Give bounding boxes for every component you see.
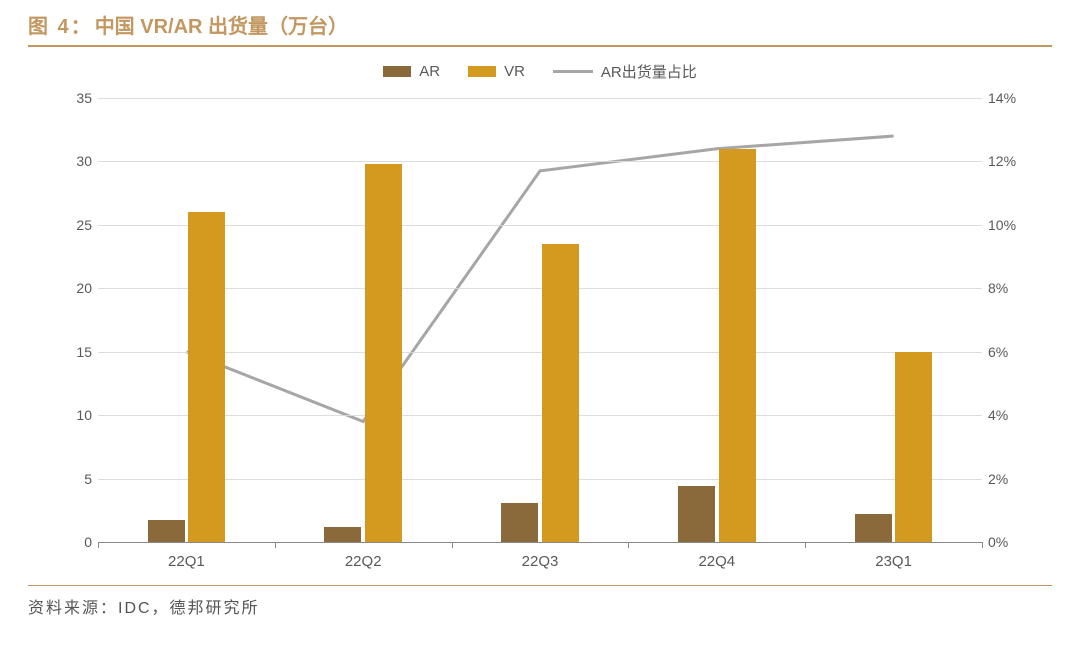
- source-row: 资料来源：IDC，德邦研究所: [28, 585, 1052, 618]
- gridline: [98, 352, 982, 353]
- x-tick-label: 22Q3: [522, 553, 559, 570]
- y-left-tick: 5: [48, 471, 92, 487]
- y-right-tick: 8%: [988, 280, 1036, 296]
- legend-label-line: AR出货量占比: [601, 61, 697, 82]
- x-tick-label: 23Q1: [875, 553, 912, 570]
- legend-label-ar: AR: [419, 63, 440, 80]
- bar-vr: [188, 212, 225, 542]
- y-left-tick: 20: [48, 280, 92, 296]
- legend-swatch-line: [553, 70, 593, 73]
- gridline: [98, 225, 982, 226]
- chart: 0 5 10 15 20 25 30 35 0% 2% 4% 6% 8% 10% 12% 14% 22Q1 22Q…: [36, 88, 1044, 583]
- bar-vr: [719, 149, 756, 542]
- bar-vr: [895, 352, 932, 542]
- bar-ar: [148, 520, 185, 542]
- plot-area: 051015202530350%2%4%6%8%10%12%14%22Q122Q…: [98, 98, 982, 543]
- y-left-tick: 15: [48, 344, 92, 360]
- bar-ar: [324, 527, 361, 542]
- x-tick: [98, 542, 99, 548]
- bar-ar: [855, 514, 892, 542]
- figure-title-row: 图 4： 中国 VR/AR 出货量（万台）: [28, 10, 1052, 47]
- bar-ar: [501, 503, 538, 542]
- gridline: [98, 98, 982, 99]
- y-left-tick: 25: [48, 217, 92, 233]
- legend-swatch-ar: [383, 66, 411, 77]
- gridline: [98, 415, 982, 416]
- y-left-tick: 10: [48, 407, 92, 423]
- x-tick: [275, 542, 276, 548]
- source-text: 资料来源：IDC，德邦研究所: [28, 600, 260, 617]
- y-right-tick: 2%: [988, 471, 1036, 487]
- legend-swatch-vr: [468, 66, 496, 77]
- x-tick-label: 22Q1: [168, 553, 205, 570]
- x-tick: [982, 542, 983, 548]
- x-tick-label: 22Q4: [698, 553, 735, 570]
- legend: AR VR AR出货量占比: [28, 61, 1052, 82]
- y-right-tick: 6%: [988, 344, 1036, 360]
- y-left-tick: 30: [48, 153, 92, 169]
- x-tick-label: 22Q2: [345, 553, 382, 570]
- legend-item-vr: VR: [468, 63, 525, 80]
- bar-ar: [678, 486, 715, 542]
- x-tick: [452, 542, 453, 548]
- y-right-tick: 12%: [988, 153, 1036, 169]
- x-tick: [628, 542, 629, 548]
- y-right-tick: 10%: [988, 217, 1036, 233]
- trend-line: [98, 98, 982, 542]
- figure-label: 图 4：: [28, 10, 93, 39]
- y-right-tick: 4%: [988, 407, 1036, 423]
- figure-title: 中国 VR/AR 出货量（万台）: [95, 10, 348, 39]
- bar-vr: [542, 244, 579, 542]
- x-tick: [805, 542, 806, 548]
- y-left-tick: 0: [48, 534, 92, 550]
- bar-vr: [365, 164, 402, 542]
- gridline: [98, 161, 982, 162]
- gridline: [98, 479, 982, 480]
- y-left-tick: 35: [48, 90, 92, 106]
- legend-label-vr: VR: [504, 63, 525, 80]
- y-right-tick: 0%: [988, 534, 1036, 550]
- gridline: [98, 288, 982, 289]
- y-right-tick: 14%: [988, 90, 1036, 106]
- legend-item-ar: AR: [383, 63, 440, 80]
- legend-item-line: AR出货量占比: [553, 61, 697, 82]
